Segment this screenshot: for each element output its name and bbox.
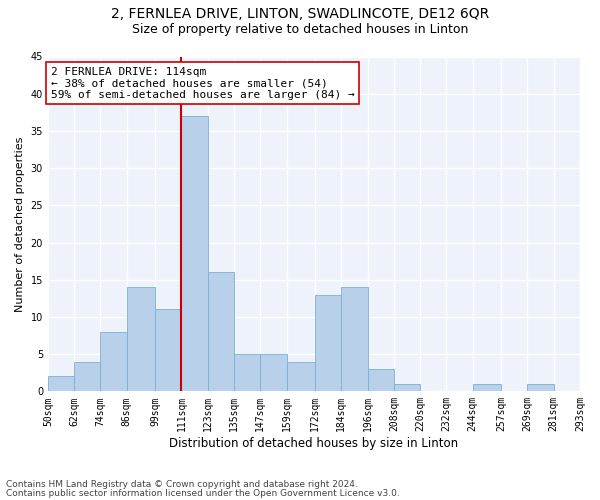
- Bar: [394, 384, 420, 392]
- Bar: [100, 332, 127, 392]
- Bar: [580, 384, 600, 392]
- Bar: [260, 354, 287, 392]
- Bar: [48, 376, 74, 392]
- Text: Contains public sector information licensed under the Open Government Licence v3: Contains public sector information licen…: [6, 489, 400, 498]
- Bar: [208, 272, 234, 392]
- Y-axis label: Number of detached properties: Number of detached properties: [15, 136, 25, 312]
- Text: Size of property relative to detached houses in Linton: Size of property relative to detached ho…: [132, 22, 468, 36]
- Bar: [527, 384, 554, 392]
- Bar: [287, 362, 315, 392]
- Bar: [368, 369, 394, 392]
- Bar: [127, 287, 155, 392]
- Bar: [341, 287, 368, 392]
- Text: 2, FERNLEA DRIVE, LINTON, SWADLINCOTE, DE12 6QR: 2, FERNLEA DRIVE, LINTON, SWADLINCOTE, D…: [111, 8, 489, 22]
- Bar: [155, 310, 181, 392]
- Bar: [315, 294, 341, 392]
- Text: Contains HM Land Registry data © Crown copyright and database right 2024.: Contains HM Land Registry data © Crown c…: [6, 480, 358, 489]
- Bar: [234, 354, 260, 392]
- Bar: [74, 362, 100, 392]
- Text: 2 FERNLEA DRIVE: 114sqm
← 38% of detached houses are smaller (54)
59% of semi-de: 2 FERNLEA DRIVE: 114sqm ← 38% of detache…: [50, 66, 355, 100]
- Bar: [181, 116, 208, 392]
- Bar: [473, 384, 501, 392]
- X-axis label: Distribution of detached houses by size in Linton: Distribution of detached houses by size …: [169, 437, 458, 450]
